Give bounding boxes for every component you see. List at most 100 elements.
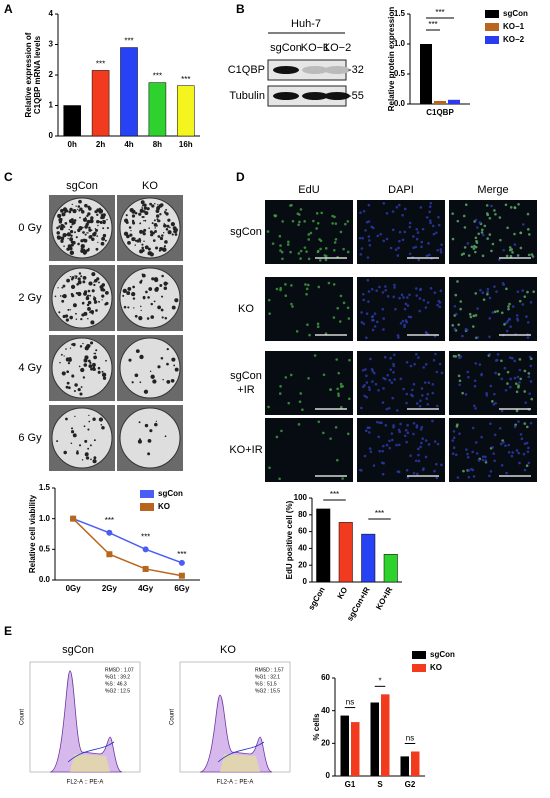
colony: [69, 315, 73, 320]
cell: [322, 373, 326, 377]
colony: [67, 237, 69, 240]
bar: [370, 702, 379, 776]
micrograph: [449, 418, 537, 482]
cell: [528, 355, 532, 359]
bar: [120, 47, 138, 137]
colony: [74, 383, 78, 387]
cell: [408, 252, 412, 256]
colony: [67, 357, 72, 362]
colony: [170, 378, 175, 383]
cell: [287, 240, 290, 244]
cell: [404, 428, 408, 432]
cell: [453, 327, 457, 331]
colony: [131, 294, 133, 296]
cell: [530, 397, 534, 401]
cell: [466, 370, 470, 374]
cell: [381, 291, 385, 294]
colony: [96, 213, 99, 217]
colony: [131, 237, 136, 242]
cell: [428, 205, 432, 208]
cell: [435, 462, 438, 466]
cell: [415, 294, 419, 297]
colony: [87, 359, 91, 363]
micrograph: [265, 277, 353, 341]
y-tick-label: 0.5: [394, 69, 406, 78]
legend-label: KO: [430, 663, 442, 672]
cell: [335, 358, 338, 361]
cell: [422, 298, 426, 302]
cell: [437, 215, 440, 219]
cell: [405, 320, 409, 324]
cell: [303, 220, 306, 223]
colony: [95, 349, 98, 352]
cell: [424, 331, 428, 334]
colony: [62, 294, 67, 299]
cell: [435, 404, 439, 408]
cell: [527, 253, 531, 257]
colony: [157, 219, 161, 223]
colony: [70, 442, 73, 444]
cell: [359, 253, 363, 256]
cell: [316, 325, 320, 329]
cell: [496, 309, 499, 313]
colony: [147, 452, 151, 456]
cell: [521, 223, 525, 226]
cell: [402, 296, 405, 299]
cell: [415, 227, 419, 231]
cell: [454, 453, 458, 457]
colony: [97, 370, 101, 374]
colony: [147, 296, 150, 299]
cell: [389, 246, 393, 250]
band: [273, 92, 299, 100]
cell: [478, 221, 482, 224]
colony: [97, 366, 101, 370]
colony: [143, 206, 147, 210]
colony: [82, 342, 84, 345]
cell: [518, 381, 521, 384]
colony: [155, 214, 160, 218]
colony: [95, 309, 98, 312]
cell: [461, 334, 464, 338]
colony: [87, 344, 91, 347]
cell: [403, 230, 407, 234]
cell: [503, 323, 506, 326]
cell: [486, 237, 489, 240]
colony: [96, 235, 99, 237]
cell: [494, 371, 497, 375]
cell: [510, 248, 513, 251]
colony: [71, 203, 73, 206]
cell: [491, 400, 494, 403]
cell: [508, 246, 512, 249]
colony: [132, 211, 134, 214]
s-phase: [220, 754, 260, 772]
cell: [504, 388, 508, 392]
cell: [368, 243, 372, 247]
colony: [138, 237, 141, 241]
cell: [421, 394, 424, 397]
cell: [332, 283, 336, 286]
colony: [105, 359, 107, 362]
cell: [432, 232, 436, 236]
panel-letter: A: [4, 2, 13, 16]
cell: [488, 353, 491, 356]
cell: [507, 450, 511, 454]
plate: [51, 407, 113, 469]
cell: [456, 476, 460, 479]
cell: [368, 239, 371, 242]
colony: [82, 217, 88, 222]
colony: [134, 239, 137, 242]
cell: [526, 212, 530, 216]
cell: [506, 382, 509, 385]
cell: [280, 429, 283, 433]
cell: [468, 312, 472, 316]
histogram-stat: %G1 : 39.2: [105, 674, 130, 680]
cell: [415, 237, 419, 241]
cell: [476, 226, 479, 229]
cell: [514, 423, 517, 427]
cell: [525, 464, 529, 468]
cell: [339, 382, 343, 386]
colony: [166, 224, 170, 228]
cell: [401, 238, 405, 242]
colony: [157, 365, 161, 369]
cell: [530, 253, 534, 256]
